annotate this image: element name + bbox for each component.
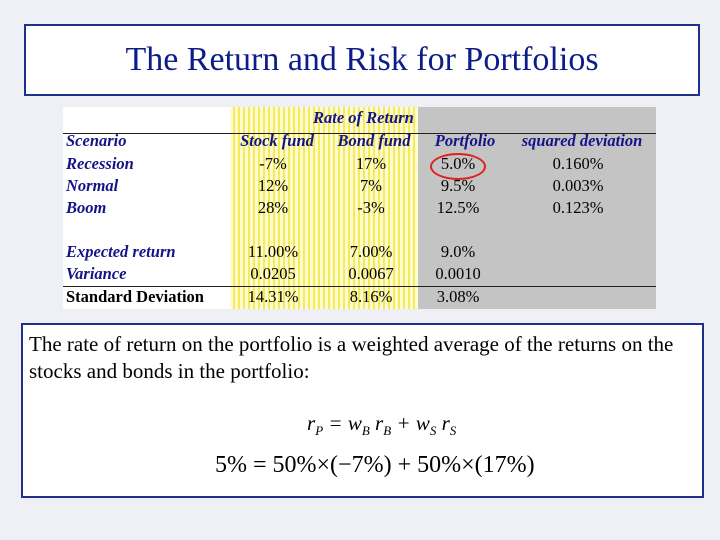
explanation-box: The rate of return on the portfolio is a…	[21, 323, 704, 498]
rate-of-return-header: Rate of Return	[313, 108, 414, 127]
cell-recession-bond: 17%	[355, 154, 387, 173]
cell-expected-stock: 11.00%	[247, 242, 299, 261]
col-bond-header: Bond fund	[337, 131, 411, 150]
cell-recession-sqdev: 0.160%	[552, 154, 604, 173]
formula-r-b: rB	[375, 411, 392, 439]
cell-stddev-stock: 14.31%	[247, 287, 299, 306]
col-scenario-header: Scenario	[66, 131, 127, 150]
cell-boom-sqdev: 0.123%	[552, 198, 604, 217]
title-box: The Return and Risk for Portfolios	[24, 24, 700, 96]
row-stddev-label: Standard Deviation	[66, 287, 204, 306]
formula-r-s: rS	[441, 411, 457, 439]
cell-normal-stock: 12%	[257, 176, 289, 195]
cell-variance-portfolio: 0.0010	[435, 264, 481, 283]
stddev-divider	[63, 286, 656, 287]
formula-w-s: wS	[415, 411, 437, 439]
row-expected-return-label: Expected return	[66, 242, 176, 261]
row-boom-label: Boom	[66, 198, 107, 217]
cell-expected-portfolio: 9.0%	[440, 242, 476, 261]
cell-stddev-bond: 8.16%	[349, 287, 393, 306]
cell-variance-bond: 0.0067	[348, 264, 394, 283]
cell-recession-stock: -7%	[259, 154, 287, 173]
col-portfolio-header: Portfolio	[434, 131, 496, 150]
cell-normal-portfolio: 9.5%	[440, 176, 476, 195]
cell-stddev-portfolio: 3.08%	[436, 287, 480, 306]
cell-normal-sqdev: 0.003%	[552, 176, 604, 195]
cell-variance-stock: 0.0205	[250, 264, 296, 283]
explanation-text: The rate of return on the portfolio is a…	[29, 332, 674, 383]
cell-normal-bond: 7%	[360, 176, 382, 195]
cell-boom-portfolio: 12.5%	[436, 198, 480, 217]
portfolio-return-formula: rP = wB rB + wS rS	[307, 411, 457, 439]
cell-boom-stock: 28%	[257, 198, 289, 217]
example-calculation: 5% = 50%×(−7%) + 50%×(17%)	[215, 452, 535, 478]
portfolio-columns-background	[418, 107, 656, 309]
cell-boom-bond: -3%	[357, 198, 385, 217]
fund-columns-background	[230, 107, 418, 309]
formula-r-p: rP	[307, 411, 324, 439]
formula-w-b: wB	[347, 411, 370, 439]
recession-portfolio-highlight	[430, 153, 486, 180]
header-divider	[63, 133, 656, 134]
col-stock-header: Stock fund	[240, 131, 314, 150]
slide-title: The Return and Risk for Portfolios	[125, 41, 599, 78]
cell-expected-bond: 7.00%	[349, 242, 393, 261]
row-recession-label: Recession	[66, 154, 134, 173]
row-variance-label: Variance	[66, 264, 127, 283]
col-sqdev-header: squared deviation	[521, 131, 643, 150]
return-risk-table: Rate of Return Scenario Stock fund Bond …	[63, 107, 656, 309]
row-normal-label: Normal	[66, 176, 119, 195]
